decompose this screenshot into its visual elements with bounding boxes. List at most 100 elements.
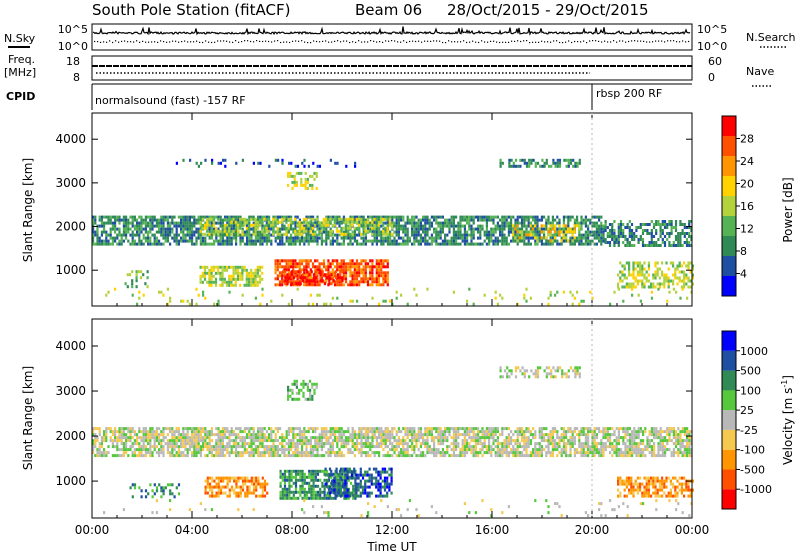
heatmap-cell bbox=[325, 280, 328, 284]
heatmap-cell bbox=[647, 273, 650, 277]
heatmap-cell bbox=[362, 442, 365, 446]
heatmap-cell bbox=[223, 280, 226, 284]
heatmap-cell bbox=[215, 233, 218, 237]
heatmap-cell bbox=[232, 442, 235, 446]
heatmap-cell bbox=[393, 436, 396, 440]
heatmap-cell bbox=[373, 215, 376, 219]
heatmap-cell bbox=[158, 442, 161, 446]
heatmap-cell bbox=[375, 230, 378, 234]
heatmap-cell bbox=[576, 236, 579, 240]
heatmap-cell bbox=[444, 218, 447, 222]
heatmap-cell bbox=[382, 236, 385, 240]
heatmap-cell bbox=[243, 448, 246, 452]
nsearch-dot bbox=[451, 41, 453, 43]
heatmap-cell bbox=[578, 239, 581, 243]
heatmap-cell bbox=[477, 427, 480, 431]
heatmap-cell bbox=[626, 238, 629, 241]
heatmap-cell bbox=[655, 223, 658, 226]
heatmap-cell bbox=[259, 436, 262, 440]
heatmap-cell bbox=[547, 215, 550, 219]
heatmap-cell bbox=[382, 436, 385, 440]
heatmap-cell bbox=[384, 230, 387, 234]
heatmap-cell bbox=[580, 215, 583, 219]
heatmap-cell bbox=[560, 230, 563, 234]
heatmap-cell bbox=[656, 261, 659, 265]
heatmap-cell bbox=[98, 427, 101, 431]
heatmap-cell bbox=[437, 242, 440, 246]
heatmap-cell bbox=[186, 299, 189, 303]
heatmap-cell bbox=[297, 282, 300, 286]
heatmap-cell bbox=[461, 454, 464, 458]
heatmap-cell bbox=[406, 227, 409, 231]
heatmap-cell bbox=[342, 454, 345, 458]
heatmap-cell bbox=[228, 229, 231, 233]
heatmap-cell bbox=[246, 448, 249, 452]
heatmap-cell bbox=[488, 451, 491, 455]
heatmap-cell bbox=[263, 451, 266, 455]
heatmap-cell bbox=[488, 218, 491, 222]
heatmap-cell bbox=[312, 230, 315, 234]
heatmap-cell bbox=[314, 218, 317, 222]
heatmap-cell bbox=[243, 430, 246, 434]
heatmap-cell bbox=[369, 445, 372, 449]
heatmap-cell bbox=[371, 224, 374, 228]
heatmap-cell bbox=[294, 227, 297, 231]
heatmap-cell bbox=[380, 436, 383, 440]
heatmap-cell bbox=[681, 244, 684, 247]
heatmap-cell bbox=[415, 433, 418, 437]
heatmap-cell bbox=[322, 220, 325, 224]
heatmap-cell bbox=[290, 161, 293, 165]
heatmap-cell bbox=[360, 224, 363, 228]
nsearch-dot bbox=[373, 40, 375, 42]
freq-tick-top: 18 bbox=[66, 55, 80, 68]
heatmap-cell bbox=[285, 262, 288, 266]
heatmap-cell bbox=[382, 280, 385, 284]
nsearch-dot bbox=[100, 41, 102, 43]
heatmap-cell bbox=[371, 218, 374, 222]
heatmap-cell bbox=[166, 230, 169, 234]
heatmap-cell bbox=[356, 242, 359, 246]
heatmap-cell bbox=[239, 265, 242, 269]
heatmap-cell bbox=[162, 221, 165, 225]
heatmap-cell bbox=[474, 433, 477, 437]
heatmap-cell bbox=[274, 277, 277, 281]
heatmap-cell bbox=[158, 448, 161, 452]
heatmap-cell bbox=[367, 227, 370, 231]
heatmap-cell bbox=[250, 233, 253, 237]
heatmap-cell bbox=[569, 215, 572, 219]
heatmap-cell bbox=[529, 221, 532, 225]
heatmap-cell bbox=[243, 283, 246, 287]
power-ylabel: Slant Range [km] bbox=[21, 158, 35, 262]
heatmap-cell bbox=[325, 302, 328, 306]
heatmap-cell bbox=[235, 242, 238, 246]
heatmap-cell bbox=[149, 236, 152, 240]
heatmap-cell bbox=[252, 454, 255, 458]
heatmap-cell bbox=[677, 232, 680, 235]
heatmap-cell bbox=[669, 261, 672, 265]
heatmap-cell bbox=[285, 433, 288, 437]
heatmap-cell bbox=[448, 221, 451, 225]
heatmap-cell bbox=[457, 224, 460, 228]
heatmap-cell bbox=[428, 433, 431, 437]
heatmap-cell bbox=[378, 451, 381, 455]
heatmap-cell bbox=[217, 451, 220, 455]
heatmap-cell bbox=[340, 436, 343, 440]
heatmap-cell bbox=[549, 224, 552, 228]
heatmap-cell bbox=[239, 454, 242, 458]
heatmap-cell bbox=[147, 436, 150, 440]
heatmap-cell bbox=[270, 227, 273, 231]
heatmap-cell bbox=[307, 259, 310, 263]
heatmap-cell bbox=[338, 430, 341, 434]
heatmap-cell bbox=[166, 302, 169, 306]
heatmap-cell bbox=[272, 217, 275, 221]
heatmap-cell bbox=[349, 439, 352, 443]
heatmap-cell bbox=[193, 215, 196, 219]
heatmap-cell bbox=[558, 227, 561, 231]
heatmap-cell bbox=[668, 223, 671, 226]
heatmap-cell bbox=[221, 230, 224, 234]
heatmap-cell bbox=[125, 445, 128, 449]
nsearch-dot bbox=[586, 42, 588, 44]
heatmap-cell bbox=[323, 436, 326, 440]
heatmap-cell bbox=[322, 280, 326, 284]
heatmap-cell bbox=[617, 229, 620, 232]
